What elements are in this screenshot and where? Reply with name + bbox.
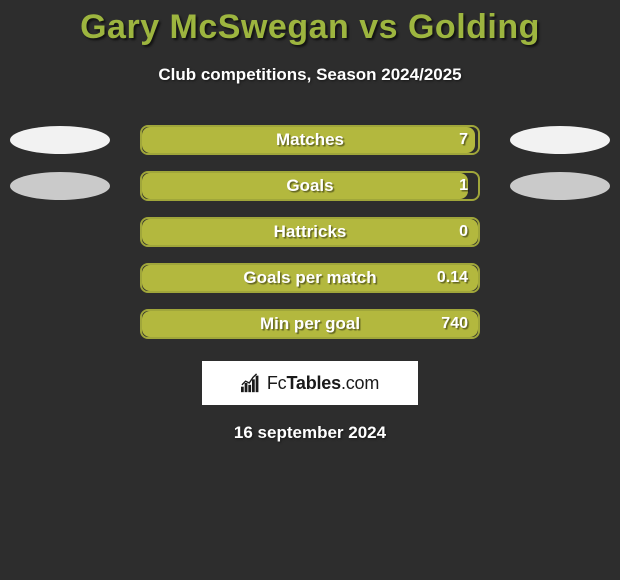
date-text: 16 september 2024: [0, 423, 620, 443]
stat-bar: Goals per match 0.14: [140, 263, 480, 293]
right-ellipse: [510, 126, 610, 154]
stat-row: Hattricks 0: [0, 217, 620, 247]
stat-value: 0.14: [437, 265, 468, 291]
logo-com: .com: [341, 373, 379, 393]
stat-label: Matches: [276, 130, 344, 150]
stats-card: Gary McSwegan vs Golding Club competitio…: [0, 0, 620, 580]
stat-label: Min per goal: [260, 314, 360, 334]
stat-bar: Hattricks 0: [140, 217, 480, 247]
logo-text: FcTables.com: [267, 373, 379, 394]
stats-rows: Matches 7 Goals 1 Hattricks 0 Goals per match 0…: [0, 125, 620, 339]
stat-bar: Matches 7: [140, 125, 480, 155]
right-ellipse: [510, 172, 610, 200]
fctables-logo: FcTables.com: [202, 361, 418, 405]
stat-value: 0: [459, 219, 468, 245]
subtitle: Club competitions, Season 2024/2025: [0, 65, 620, 85]
stat-row: Goals per match 0.14: [0, 263, 620, 293]
bars-icon: [241, 373, 263, 393]
stat-row: Matches 7: [0, 125, 620, 155]
stat-label: Goals per match: [243, 268, 376, 288]
page-title: Gary McSwegan vs Golding: [0, 0, 620, 47]
stat-row: Goals 1: [0, 171, 620, 201]
stat-value: 1: [459, 173, 468, 199]
stat-label: Goals: [286, 176, 333, 196]
left-ellipse: [10, 172, 110, 200]
logo-fc: Fc: [267, 373, 287, 393]
stat-value: 740: [441, 311, 468, 337]
stat-bar: Goals 1: [140, 171, 480, 201]
left-ellipse: [10, 126, 110, 154]
stat-value: 7: [459, 127, 468, 153]
logo-tables: Tables: [286, 373, 341, 393]
stat-label: Hattricks: [274, 222, 347, 242]
stat-row: Min per goal 740: [0, 309, 620, 339]
stat-bar: Min per goal 740: [140, 309, 480, 339]
